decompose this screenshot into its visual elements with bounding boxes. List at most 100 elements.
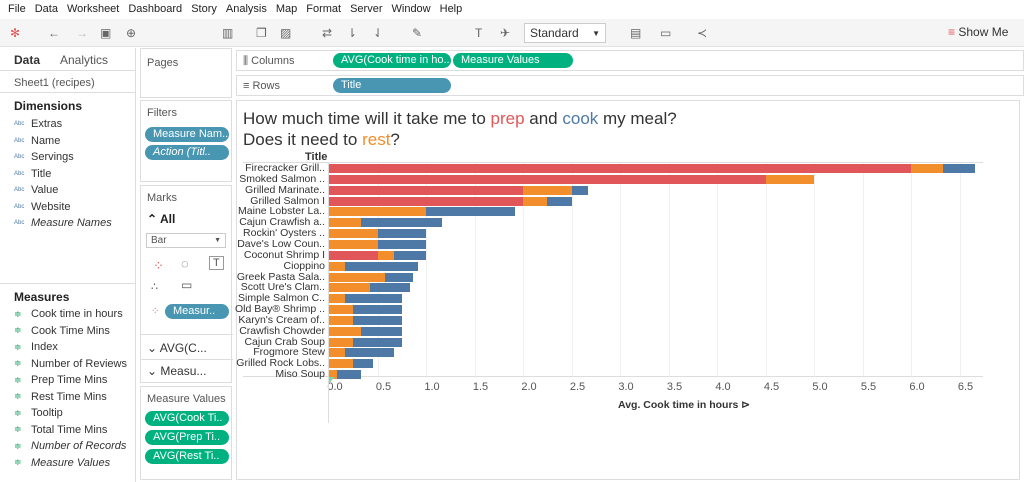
bar-segment-rest[interactable] (329, 294, 346, 304)
measure-field[interactable]: ≑ Cook time in hours (14, 308, 123, 320)
measure-field[interactable]: ≑ Rest Time Mins (14, 391, 107, 403)
bar-segment-rest[interactable] (329, 207, 426, 217)
row-label[interactable]: Greek Pasta Sala.. (236, 270, 325, 283)
bar-segment-cook[interactable] (361, 218, 443, 228)
bar-segment-rest[interactable] (329, 370, 337, 380)
size-icon[interactable]: ◌ (181, 256, 189, 271)
bar-segment-cook[interactable] (345, 294, 402, 304)
tab-data[interactable]: Data (14, 53, 41, 67)
dimension-field[interactable]: Abc Value (14, 184, 58, 196)
menu-server[interactable]: Server (350, 3, 383, 15)
bar-segment-cook[interactable] (345, 261, 419, 271)
row-label[interactable]: Rockin' Oysters .. (243, 227, 325, 240)
layer-cook[interactable]: ⌄ AVG(C... (147, 341, 207, 355)
filter-pill[interactable]: Action (Titl.. (145, 145, 229, 160)
sort-asc-icon[interactable]: ⇂ (347, 26, 358, 40)
text-label-icon[interactable]: T (475, 26, 483, 40)
menu-dashboard[interactable]: Dashboard (128, 3, 183, 15)
bar-segment-cook[interactable] (943, 164, 975, 173)
menu-story[interactable]: Story (191, 3, 217, 15)
bar-segment-rest[interactable] (329, 326, 361, 336)
measure-field[interactable]: ≑ Measure Values (14, 457, 110, 469)
dimension-field[interactable]: Abc Extras (14, 118, 62, 130)
swap-icon[interactable]: ⇄ (322, 26, 333, 40)
bar-segment-rest[interactable] (329, 305, 354, 315)
columns-pill[interactable]: AVG(Cook time in ho.. (333, 53, 451, 68)
bar-segment-cook[interactable] (377, 229, 426, 239)
rows-pill[interactable]: Title (333, 78, 451, 93)
menu-window[interactable]: Window (391, 3, 431, 15)
row-label[interactable]: Grilled Salmon I (250, 194, 325, 207)
bar-segment-cook[interactable] (353, 315, 402, 325)
measure-field[interactable]: ≑ Prep Time Mins (14, 374, 107, 386)
marks-all[interactable]: ⌃ All (147, 212, 176, 226)
bar-segment-rest[interactable] (329, 272, 386, 282)
redo-icon[interactable]: → (76, 26, 88, 40)
dimension-field[interactable]: Abc Measure Names (14, 217, 112, 229)
bar-segment-rest[interactable] (911, 164, 943, 173)
menu-map[interactable]: Map (275, 3, 298, 15)
tab-analytics[interactable]: Analytics (60, 53, 109, 67)
pages-card[interactable]: Pages (140, 48, 232, 98)
row-label[interactable]: Simple Salmon C.. (238, 292, 325, 305)
menu-data[interactable]: Data (34, 3, 58, 15)
columns-pill[interactable]: Measure Values (453, 53, 573, 68)
bar-segment-prep[interactable] (329, 185, 523, 195)
share-icon[interactable]: ≺ (697, 26, 708, 40)
bar-segment-cook[interactable] (353, 305, 402, 315)
bar-segment-rest[interactable] (765, 174, 814, 184)
row-label[interactable]: Scott Ure's Clam.. (240, 281, 325, 294)
row-label[interactable]: Crawfish Chowder (239, 324, 325, 337)
bar-segment-rest[interactable] (329, 348, 346, 358)
dimension-field[interactable]: Abc Title (14, 168, 51, 180)
row-label[interactable]: Smoked Salmon .. (239, 172, 325, 185)
label-icon[interactable]: T (209, 256, 224, 270)
bar-segment-prep[interactable] (329, 196, 523, 206)
row-label[interactable]: Cioppino (283, 259, 325, 272)
pin-icon[interactable]: ✈ (500, 26, 511, 40)
measure-value-pill[interactable]: AVG(Cook Ti.. (145, 411, 229, 426)
datasource[interactable]: Sheet1 (recipes) (14, 77, 95, 89)
bar-segment-rest[interactable] (329, 337, 354, 347)
measure-field[interactable]: ≑ Number of Records (14, 440, 126, 452)
bar-segment-rest[interactable] (329, 218, 361, 228)
row-label[interactable]: Miso Soup (275, 368, 325, 381)
row-label[interactable]: Grilled Marinate.. (245, 183, 325, 196)
bar-segment-cook[interactable] (426, 207, 516, 217)
save-icon[interactable]: ▣ (100, 26, 112, 40)
measure-value-pill[interactable]: AVG(Prep Ti.. (145, 430, 229, 445)
measure-field[interactable]: ≑ Tooltip (14, 407, 63, 419)
measure-field[interactable]: ≑ Total Time Mins (14, 424, 107, 436)
bar-segment-cook[interactable] (345, 348, 394, 358)
columns-shelf[interactable]: ⫼ Columns AVG(Cook time in ho.. Measure … (236, 50, 1024, 71)
bar-segment-cook[interactable] (393, 250, 426, 260)
sort-desc-icon[interactable]: ⇃ (373, 26, 384, 40)
bar-segment-prep[interactable] (329, 250, 378, 260)
bar-segment-rest[interactable] (523, 185, 572, 195)
bar-segment-prep[interactable] (329, 164, 911, 173)
row-label[interactable]: Grilled Rock Lobs.. (236, 357, 325, 370)
bar-segment-rest[interactable] (329, 239, 378, 249)
undo-icon[interactable]: ← (48, 26, 60, 40)
layer-measure[interactable]: ⌄ Measu... (147, 364, 207, 378)
bar-segment-cook[interactable] (361, 326, 402, 336)
row-label[interactable]: Old Bay® Shrimp .. (234, 303, 325, 316)
bar-segment-cook[interactable] (571, 185, 588, 195)
highlight-icon[interactable]: ✎ (412, 26, 423, 40)
new-worksheet-icon[interactable]: ▥ (222, 26, 234, 40)
bar-segment-rest[interactable] (329, 283, 370, 293)
measure-field[interactable]: ≑ Cook Time Mins (14, 325, 110, 337)
menu-worksheet[interactable]: Worksheet (66, 3, 120, 15)
show-me-button[interactable]: ≡ Show Me (948, 25, 1008, 39)
row-label[interactable]: Firecracker Grill.. (245, 162, 325, 174)
fit-dropdown[interactable]: Standard ▼ (524, 23, 606, 43)
new-datasource-icon[interactable]: ⊕ (126, 26, 137, 40)
menu-format[interactable]: Format (306, 3, 342, 15)
menu-file[interactable]: File (8, 3, 26, 15)
bar-segment-cook[interactable] (377, 239, 426, 249)
menu-analysis[interactable]: Analysis (225, 3, 267, 15)
menu-help[interactable]: Help (439, 3, 463, 15)
color-icon[interactable]: ⁘ (153, 258, 164, 273)
mark-type-dropdown[interactable]: Bar ▼ (146, 233, 226, 248)
measure-field[interactable]: ≑ Number of Reviews (14, 358, 127, 370)
